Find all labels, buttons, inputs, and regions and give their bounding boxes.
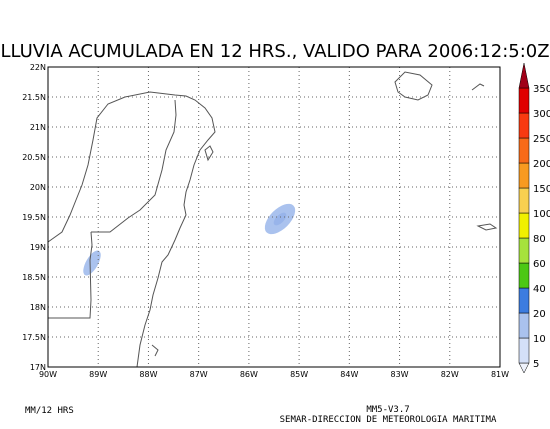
colorbar-label: 20 [533,309,546,320]
units-label: MM/12 HRS [25,406,74,416]
lat-label: 21N [30,123,46,132]
lon-label: 89W [89,370,107,379]
rain-area [273,212,287,226]
map-title: LLUVIA ACUMULADA EN 12 HRS., VALIDO PARA… [0,41,549,62]
coast [471,83,485,91]
lon-label: 84W [340,370,358,379]
colorbar-label: 350 [533,84,550,95]
colorbar-label: 40 [533,284,546,295]
lat-label: 18N [30,303,46,312]
colorbar-segment [518,262,530,289]
lat-label: 17N [30,363,46,372]
island [204,145,214,162]
lat-label: 22N [30,63,46,72]
lon-label: 86W [240,370,258,379]
colorbar-segment [518,137,530,164]
lon-label: 82W [441,370,459,379]
colorbar-label: 250 [533,134,550,145]
lon-label: 81W [491,370,509,379]
map-frame [47,66,501,368]
colorbar-label: 10 [533,334,546,345]
lon-label: 83W [391,370,409,379]
colorbar-label: 150 [533,184,550,195]
lon-label: 85W [290,370,308,379]
lon-label: 87W [190,370,208,379]
lat-label: 20.5N [22,153,46,162]
lon-label: 88W [139,370,157,379]
colorbar-segment [518,312,530,339]
colorbar-label: 100 [533,209,550,220]
colorbar-label: 200 [533,159,550,170]
coast [47,91,216,368]
state-border [91,99,177,233]
colorbar-segment [518,287,530,314]
lat-label: 19.5N [22,213,46,222]
lat-label: 19N [30,243,46,252]
agency-label: SEMAR-DIRECCION DE METEOROLOGIA MARITIMA [280,415,497,425]
island [476,223,498,231]
coast [151,344,159,357]
model-label: MM5-V3.7 [366,405,409,415]
colorbar-label: 60 [533,259,546,270]
colorbar-segment [518,112,530,139]
rain-area [83,250,101,276]
cuba [394,71,433,101]
lat-label: 20N [30,183,46,192]
colorbar-label: 300 [533,109,550,120]
colorbar: 5 10 20 40 60 80 100 150 200 250 300 350 [518,62,550,374]
colorbar-segment [518,237,530,264]
colorbar-segment [518,362,530,374]
lat-label: 17.5N [22,333,46,342]
border [48,231,93,319]
colorbar-segment [518,212,530,239]
colorbar-segment [518,187,530,214]
colorbar-label: 5 [533,359,539,370]
colorbar-segment [518,62,530,89]
lat-label: 18.5N [22,273,46,282]
lon-label: 90W [39,370,57,379]
colorbar-segment [518,87,530,114]
coastline [47,71,498,368]
lat-label: 21.5N [22,93,46,102]
rain-areas [83,203,296,276]
colorbar-label: 80 [533,234,546,245]
colorbar-segment [518,162,530,189]
colorbar-segment [518,337,530,364]
